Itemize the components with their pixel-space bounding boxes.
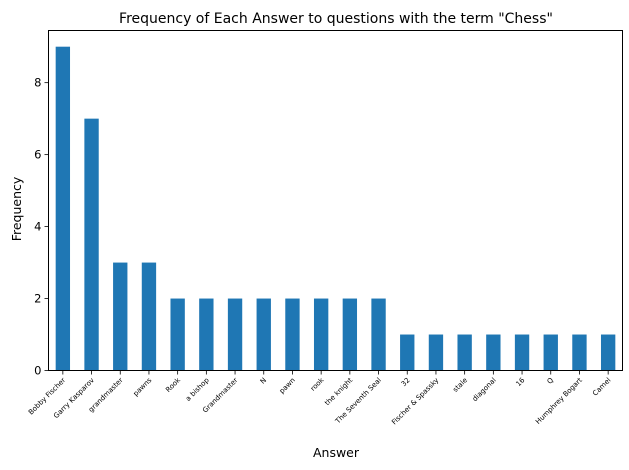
bar (141, 262, 157, 371)
x-tick-label: Q (546, 376, 556, 386)
bar (600, 334, 616, 371)
x-tick-label: Camel (591, 376, 612, 397)
bar (428, 334, 444, 371)
bar (514, 334, 530, 371)
y-tick-label: 6 (34, 148, 41, 162)
bar (84, 118, 99, 371)
bar (543, 334, 558, 371)
bar (572, 334, 587, 371)
bar (55, 46, 71, 371)
bar (256, 298, 271, 371)
x-tick-label: a bishop (184, 376, 211, 403)
y-tick-label: 8 (34, 76, 41, 90)
x-axis-label: Answer (313, 445, 360, 460)
bar (199, 298, 214, 371)
bar (113, 262, 128, 371)
x-tick-label: pawns (132, 376, 154, 398)
bars-group (55, 46, 616, 371)
bar (400, 334, 415, 371)
x-tick-label: Rook (164, 376, 182, 394)
bar (371, 298, 386, 371)
bar (486, 334, 501, 371)
plot-frame (48, 30, 623, 371)
chart-title: Frequency of Each Answer to questions wi… (119, 11, 553, 27)
bar (285, 298, 300, 371)
y-axis-label: Frequency (9, 176, 24, 241)
y-tick-label: 4 (34, 220, 41, 234)
x-tick-label: diagonal (471, 376, 498, 403)
x-tick-label: 32 (400, 376, 412, 388)
bar (227, 298, 243, 371)
bar (457, 334, 472, 371)
x-tick-label: rook (309, 376, 326, 393)
x-tick-label: pawn (278, 376, 297, 395)
x-tick-label: Humphrey Bogart (534, 376, 584, 426)
y-tick-label: 0 (34, 364, 41, 378)
y-ticks-group: 0 2 4 6 8 (34, 76, 49, 378)
y-tick-label: 2 (34, 292, 41, 306)
bar (342, 298, 358, 371)
bar (170, 298, 185, 371)
x-tick-label: stale (451, 376, 469, 394)
x-tick-label: 16 (514, 376, 526, 388)
x-tick-label: N (259, 376, 268, 385)
x-tick-label: Fischer & Spassky (390, 376, 440, 426)
bar (313, 298, 329, 371)
